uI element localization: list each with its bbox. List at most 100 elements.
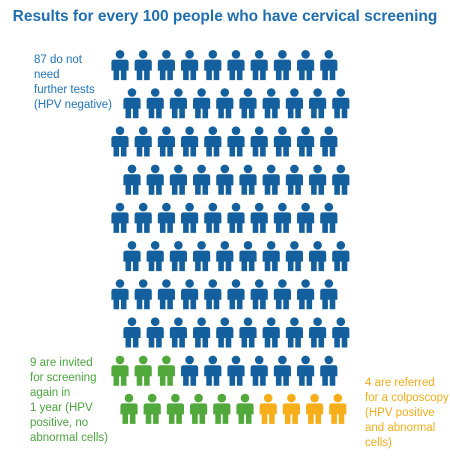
person-icon [213, 393, 231, 424]
person-icon [282, 393, 300, 424]
person-icon [146, 317, 164, 348]
person-icon [273, 126, 291, 157]
person-icon [285, 317, 303, 348]
person-icon [193, 164, 211, 195]
person-icon [309, 241, 327, 272]
person-icon [169, 317, 187, 348]
person-icon [320, 279, 338, 310]
person-icon [297, 355, 315, 386]
person-icon [239, 241, 257, 272]
person-icon [250, 355, 268, 386]
person-icon [309, 317, 327, 348]
person-icon [204, 126, 222, 157]
person-icon [273, 355, 291, 386]
person-icon [332, 164, 350, 195]
person-icon [111, 202, 129, 233]
person-icon [273, 50, 291, 81]
person-icon [204, 50, 222, 81]
person-icon [250, 202, 268, 233]
person-icon [216, 317, 234, 348]
person-icon [262, 317, 280, 348]
person-icon [193, 88, 211, 119]
person-icon [227, 202, 245, 233]
person-icon [273, 279, 291, 310]
person-icon [227, 279, 245, 310]
person-icon [329, 393, 347, 424]
person-icon [262, 164, 280, 195]
person-icon [262, 88, 280, 119]
person-icon [216, 164, 234, 195]
person-icon [120, 393, 138, 424]
person-icon [204, 202, 222, 233]
person-icon [227, 50, 245, 81]
person-icon [285, 88, 303, 119]
colposcopy-label: 4 are referred for a colposcopy (HPV pos… [365, 377, 449, 449]
person-icon [190, 393, 208, 424]
person-icon [111, 50, 129, 81]
person-icon [297, 202, 315, 233]
person-icon [239, 88, 257, 119]
person-icon [216, 88, 234, 119]
person-icon [239, 317, 257, 348]
person-icon [181, 355, 199, 386]
person-icon [123, 164, 141, 195]
person-icon [320, 202, 338, 233]
person-icon [297, 279, 315, 310]
person-icon [181, 279, 199, 310]
page-title: Results for every 100 people who have ce… [12, 8, 438, 25]
person-icon [227, 126, 245, 157]
person-icon [250, 279, 268, 310]
person-icon [306, 393, 324, 424]
person-icon [166, 393, 184, 424]
person-icon [134, 355, 152, 386]
person-icon [157, 355, 175, 386]
person-icon [134, 126, 152, 157]
person-icon [285, 164, 303, 195]
person-icon [123, 88, 141, 119]
person-icon [309, 164, 327, 195]
person-icon [146, 88, 164, 119]
person-icon [216, 241, 234, 272]
person-icon [181, 202, 199, 233]
person-icon [204, 279, 222, 310]
person-icon [309, 88, 327, 119]
person-icon [250, 126, 268, 157]
person-icon [146, 241, 164, 272]
person-icon [157, 126, 175, 157]
person-icon [169, 241, 187, 272]
person-icon [157, 50, 175, 81]
person-icon [273, 202, 291, 233]
person-icon [146, 164, 164, 195]
hpv-negative-label: 87 do not need further tests (HPV negati… [34, 54, 112, 111]
person-icon [134, 202, 152, 233]
person-icon [134, 50, 152, 81]
person-icon [250, 50, 268, 81]
person-icon [332, 317, 350, 348]
person-icon [123, 241, 141, 272]
person-icon [157, 279, 175, 310]
person-icon [181, 50, 199, 81]
person-icon [111, 279, 129, 310]
person-icon [143, 393, 161, 424]
person-icon [297, 50, 315, 81]
person-icon [297, 126, 315, 157]
person-icon [181, 126, 199, 157]
person-icon [320, 126, 338, 157]
person-icon [169, 164, 187, 195]
person-icon [236, 393, 254, 424]
person-icon [169, 88, 187, 119]
person-icon [259, 393, 277, 424]
person-icon [227, 355, 245, 386]
person-icon [262, 241, 280, 272]
person-icon [320, 355, 338, 386]
person-icon [111, 126, 129, 157]
person-icon [204, 355, 222, 386]
person-icon [123, 317, 141, 348]
person-icon [285, 241, 303, 272]
person-icon [193, 317, 211, 348]
person-icon [239, 164, 257, 195]
person-icon [193, 241, 211, 272]
person-icon [332, 241, 350, 272]
person-icon [111, 355, 129, 386]
